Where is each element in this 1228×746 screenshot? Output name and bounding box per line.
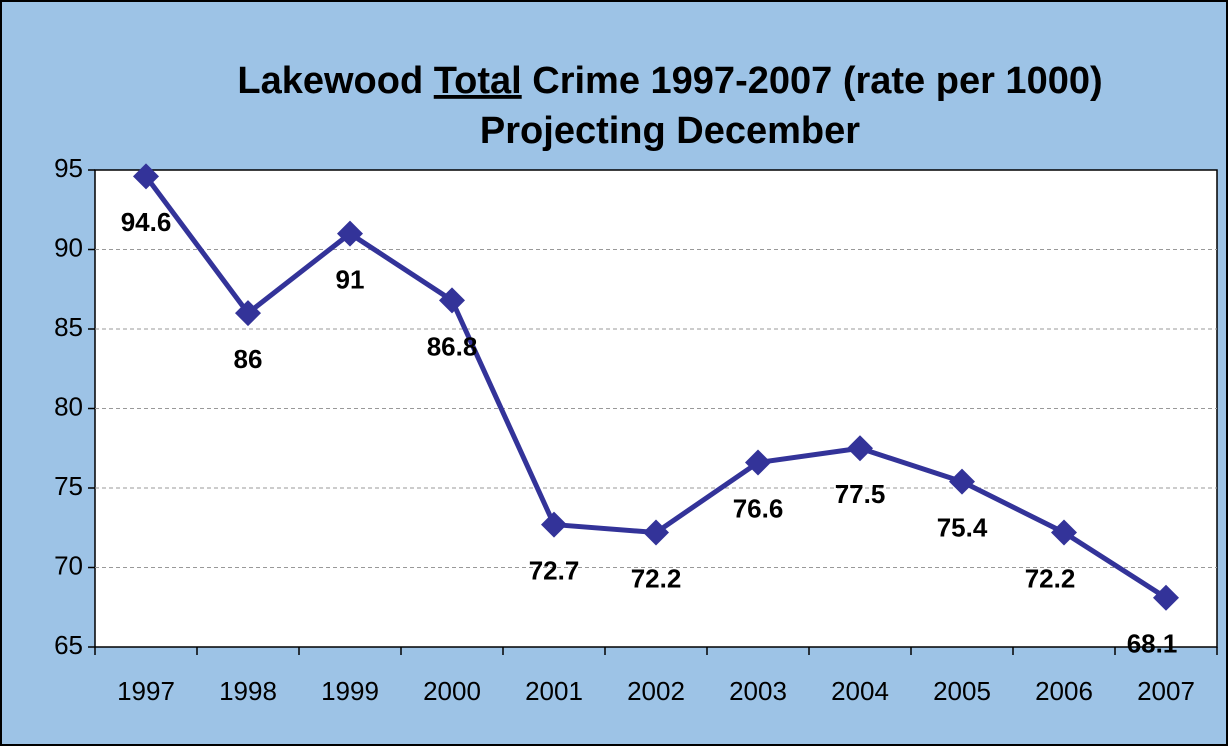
y-tick-label: 85 [54, 312, 83, 342]
data-point [643, 519, 669, 546]
chart-title: Lakewood Total Crime 1997-2007 (rate per… [237, 60, 1102, 102]
data-label: 86.8 [427, 331, 478, 361]
data-point [133, 163, 159, 190]
x-tick-label: 2002 [627, 676, 685, 706]
title-part: Lakewood [237, 60, 423, 102]
x-tick-label: 2003 [729, 676, 787, 706]
x-tick-label: 1998 [219, 676, 277, 706]
data-label: 94.6 [121, 207, 172, 237]
x-tick-label: 2004 [831, 676, 889, 706]
data-label: 72.7 [529, 555, 580, 585]
y-tick-label: 65 [54, 630, 83, 660]
data-point [439, 287, 465, 314]
y-tick-label: 95 [54, 153, 83, 183]
x-tick-label: 2006 [1035, 676, 1093, 706]
y-tick-label: 90 [54, 232, 83, 262]
x-tick-label: 2001 [525, 676, 583, 706]
y-tick-label: 80 [54, 391, 83, 421]
data-label: 72.2 [1025, 563, 1076, 593]
data-point [541, 511, 567, 538]
data-point [1051, 519, 1077, 546]
data-label: 76.6 [733, 493, 784, 523]
x-tick-label: 2007 [1137, 676, 1195, 706]
chart-subtitle: Projecting December [480, 110, 860, 152]
x-tick-label: 1997 [117, 676, 175, 706]
data-point [745, 449, 771, 476]
data-point [847, 435, 873, 462]
y-tick-label: 75 [54, 471, 83, 501]
y-tick-label: 70 [54, 550, 83, 580]
data-label: 75.4 [937, 513, 988, 543]
data-point [337, 220, 363, 247]
data-label: 91 [336, 264, 365, 294]
data-label: 86 [234, 344, 263, 374]
title-part: Crime 1997-2007 (rate per 1000) [532, 60, 1102, 102]
data-label: 72.2 [631, 563, 682, 593]
data-point [235, 300, 261, 327]
data-point [949, 468, 975, 495]
x-tick-label: 1999 [321, 676, 379, 706]
x-tick-label: 2000 [423, 676, 481, 706]
data-label: 68.1 [1127, 629, 1178, 659]
x-tick-label: 2005 [933, 676, 991, 706]
title-underlined: Total [434, 60, 522, 102]
data-point [1153, 584, 1179, 611]
data-label: 77.5 [835, 479, 886, 509]
